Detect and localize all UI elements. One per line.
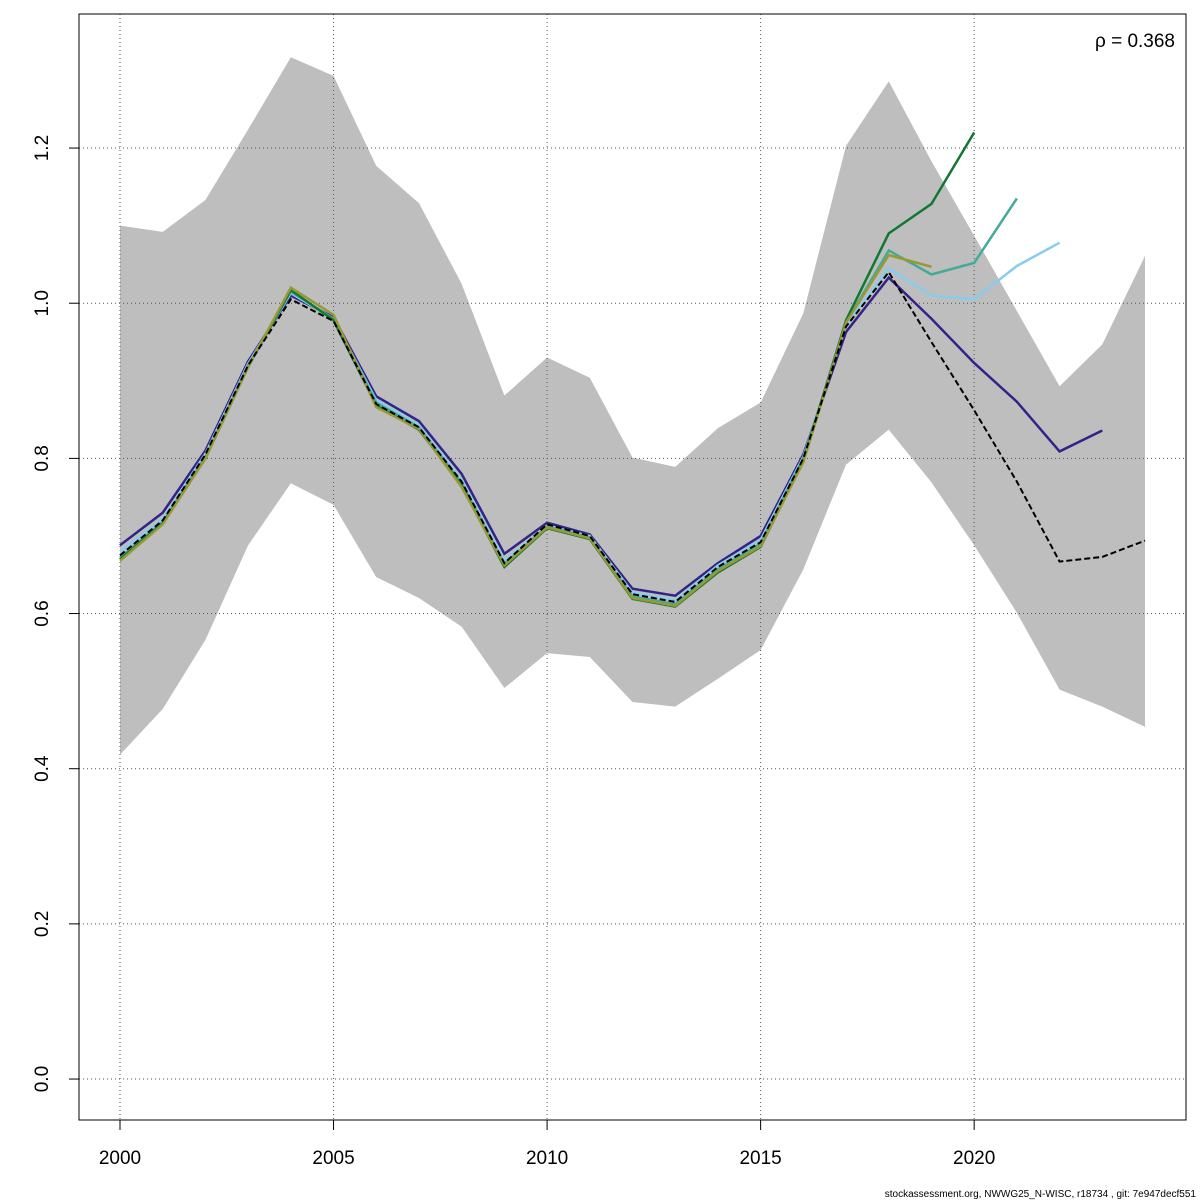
x-tick-label: 2005 — [312, 1148, 354, 1169]
x-tick-label: 2015 — [739, 1148, 781, 1169]
confidence-band — [120, 57, 1145, 755]
y-tick-label: 0.6 — [32, 600, 53, 626]
series-line — [119, 270, 1146, 603]
footer: stockassessment.org, NWWG25_N-WISC, r187… — [885, 1189, 1197, 1200]
y-tick-label: 0.8 — [32, 445, 53, 471]
x-tick-label: 2010 — [526, 1148, 568, 1169]
x-tick-label: 2000 — [99, 1148, 141, 1169]
plot-frame — [78, 13, 1187, 1121]
y-tick-label: 0.4 — [32, 755, 53, 782]
y-tick-label: 0.0 — [32, 1066, 53, 1092]
x-tick-label: 2020 — [953, 1148, 995, 1169]
y-tick-label: 1.0 — [32, 290, 53, 316]
rho-annotation: ρ = 0.368 — [1095, 31, 1175, 52]
y-tick-label: 1.2 — [32, 135, 53, 161]
y-tick-label: 0.2 — [32, 911, 53, 937]
